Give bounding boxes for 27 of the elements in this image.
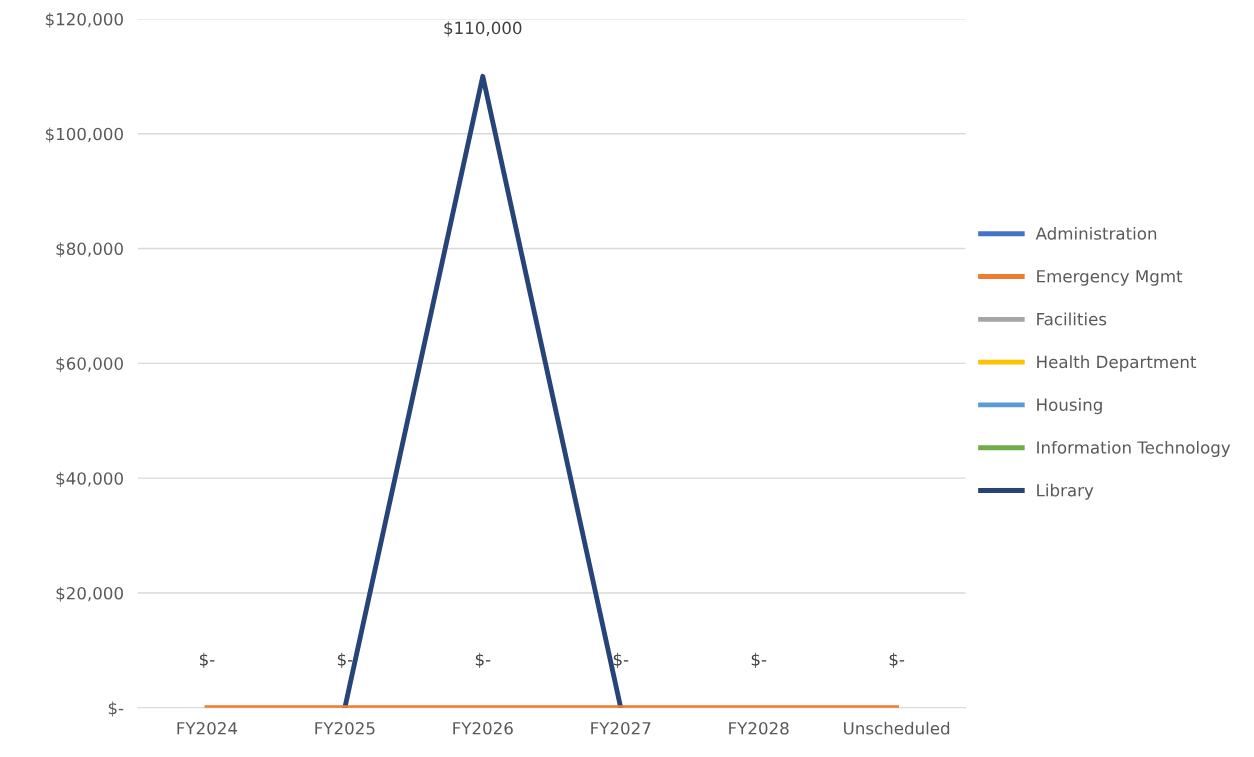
y-tick-label: $20,000	[56, 586, 123, 602]
x-tick-label: FY2028	[729, 721, 789, 735]
x-tick-label: FY2024	[177, 721, 238, 735]
legend-label: Administration	[1035, 226, 1157, 240]
data-label: $-	[475, 652, 491, 668]
data-label: $-	[613, 652, 629, 668]
data-label: $-	[889, 652, 905, 668]
y-tick-label: $100,000	[45, 127, 123, 143]
data-label: $110,000	[444, 21, 522, 37]
x-tick-label: Unscheduled	[844, 721, 950, 735]
data-label: $-	[337, 652, 353, 668]
data-label: $-	[199, 652, 215, 668]
legend-label: Housing	[1037, 398, 1102, 415]
legend-label: Health Department	[1037, 355, 1197, 372]
y-tick-label: $40,000	[56, 471, 123, 487]
legend-label: Facilities	[1037, 312, 1107, 326]
y-tick-label: $120,000	[45, 12, 123, 28]
legend-label: Emergency Mgmt	[1037, 270, 1183, 286]
data-label: $-	[751, 652, 767, 668]
y-tick-label: $60,000	[56, 357, 123, 373]
y-tick-label: $-	[108, 701, 124, 717]
legend-label: Information Technology	[1037, 440, 1231, 458]
legend-label: Library	[1037, 483, 1094, 500]
x-tick-label: FY2027	[591, 721, 651, 735]
x-tick-label: FY2025	[315, 721, 375, 735]
x-tick-label: FY2026	[453, 721, 513, 735]
y-tick-label: $80,000	[56, 242, 123, 258]
